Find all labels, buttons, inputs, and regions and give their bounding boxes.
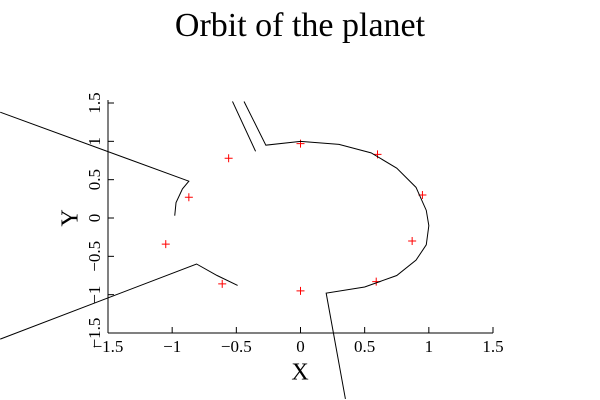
y-tick-label: −0.5 (85, 241, 104, 272)
x-tick-label: −1.5 (93, 337, 124, 356)
x-tick-label: −1 (163, 337, 181, 356)
orbit-line (0, 101, 430, 400)
x-tick-label: 0.5 (354, 337, 375, 356)
x-tick-label: 1.5 (482, 337, 503, 356)
point (161, 240, 170, 249)
y-tick-label: 0 (85, 214, 104, 223)
x-axis-label: X (291, 360, 308, 386)
point (218, 279, 227, 288)
point (184, 193, 193, 202)
y-tick-label: 0.5 (85, 169, 104, 190)
y-tick-label: −1 (85, 286, 104, 304)
point (408, 237, 417, 245)
y-tick-label: 1 (85, 137, 104, 146)
y-tick-label: 1.5 (85, 92, 104, 113)
x-tick-label: 0 (296, 337, 305, 356)
x-tick-label: 1 (425, 337, 434, 356)
point (224, 154, 233, 163)
chart-title: Orbit of the planet (175, 7, 426, 44)
y-axis-label: Y (58, 209, 84, 226)
x-tick-label: −0.5 (221, 337, 252, 356)
point (296, 286, 305, 295)
y-tick-label: −1.5 (85, 318, 104, 349)
